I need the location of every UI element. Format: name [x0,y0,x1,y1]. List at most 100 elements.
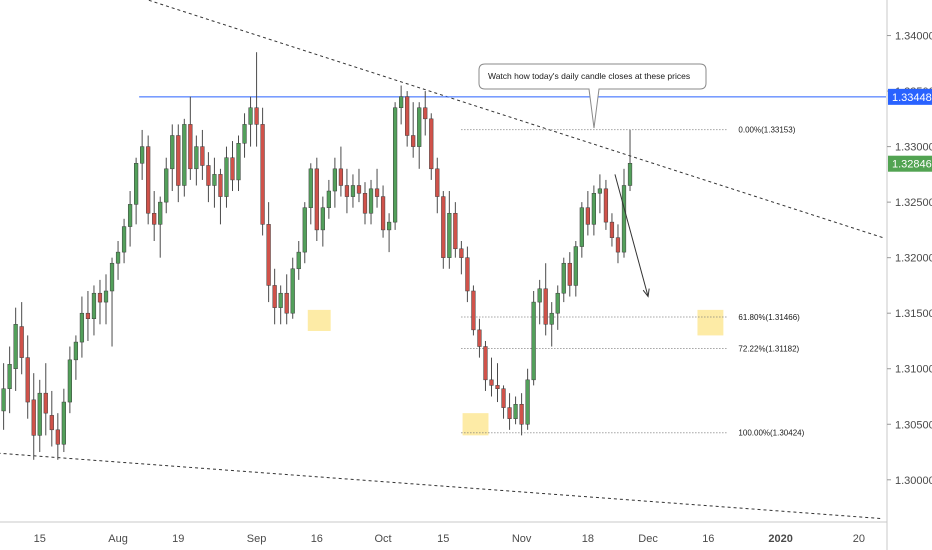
candle-body [230,157,235,181]
candle [483,340,488,391]
candle [471,285,476,336]
candle [79,296,85,358]
candle-body [477,329,482,347]
candle-body [320,207,325,231]
candle-body [290,268,295,314]
candle [585,191,590,236]
candle [435,157,440,214]
candle-body [218,174,223,197]
candle-body [380,196,386,231]
time-tick-label: 16 [311,533,323,545]
upper-trendline [146,0,884,239]
callout-note-text: Watch how today's daily candle closes at… [488,71,690,81]
support-zone-highlight [697,309,724,336]
candle-body [561,262,566,294]
candle [332,157,338,208]
candle-body [314,168,319,231]
candle [621,168,627,258]
candle [392,102,398,230]
candle [73,335,79,380]
fib-level-label: 72.22%(1.31182) [738,345,799,354]
candle [61,388,66,453]
candle [7,346,12,414]
time-tick-label: 16 [702,533,714,545]
candle [230,141,235,192]
candle [561,257,566,303]
candle [525,368,530,430]
candle [158,196,163,258]
candle [356,168,362,203]
candle [417,102,422,169]
candle-body [43,392,48,414]
candle [411,102,416,158]
candle [212,157,217,208]
candle-body [399,96,404,108]
candle [296,241,301,280]
candle [103,274,109,325]
candle-body [362,193,368,214]
candle [441,191,446,269]
candle-body [278,292,283,308]
candle-body [392,107,398,223]
fib-level-label: 0.00%(1.33153) [738,126,795,135]
candle-body [308,168,313,208]
candle-body [507,407,512,419]
candle-body [182,124,187,186]
time-tick-label: Aug [108,533,128,545]
candle [164,157,169,214]
price-badge-label: 1.33448 [892,92,932,104]
candle-body [266,224,271,286]
candle [465,246,470,303]
price-badge [888,88,932,105]
candle [320,196,325,247]
candle-body [146,146,151,214]
candle-body [224,157,229,197]
candle [37,379,42,453]
candle-body [344,185,350,197]
candle-body [19,326,24,358]
candle-body [115,251,121,264]
candle [55,413,60,460]
candle [127,191,133,247]
candle [609,213,615,247]
lower-trendline [0,452,884,520]
candle [362,182,368,225]
candle-body [537,288,542,303]
candle-body [483,346,488,381]
candle-body [338,168,344,186]
candle [146,135,151,225]
candle [380,185,386,238]
candle [242,113,247,158]
candle-body [543,288,548,325]
candle [453,202,458,258]
candle [248,96,253,147]
candle-body [549,312,554,325]
candle-body [152,212,157,225]
time-tick-label: 20 [853,533,865,545]
candle [459,241,464,275]
price-axis: 1.340001.335001.330001.325001.320001.315… [886,0,932,550]
arrow-head-icon [642,288,650,298]
candle-body [170,135,175,170]
candle [591,185,596,236]
candle [224,146,229,208]
candle-body [67,359,72,403]
candle-body [13,324,18,369]
candle-body [140,146,145,164]
candle [368,179,374,225]
candle-body [91,292,97,320]
candle [567,252,572,297]
candle [134,157,139,225]
candle [284,274,289,325]
candle-body [236,143,241,181]
candle-body [513,404,518,419]
candle-body [603,188,609,223]
candle-body [176,135,181,186]
candle-body [296,251,301,270]
candle-body [585,207,590,225]
time-tick-label: Nov [512,533,532,545]
price-tick-label: 1.30000 [895,475,932,487]
candle-body [164,168,169,203]
candle-body [435,168,440,197]
candle-body [411,135,416,147]
